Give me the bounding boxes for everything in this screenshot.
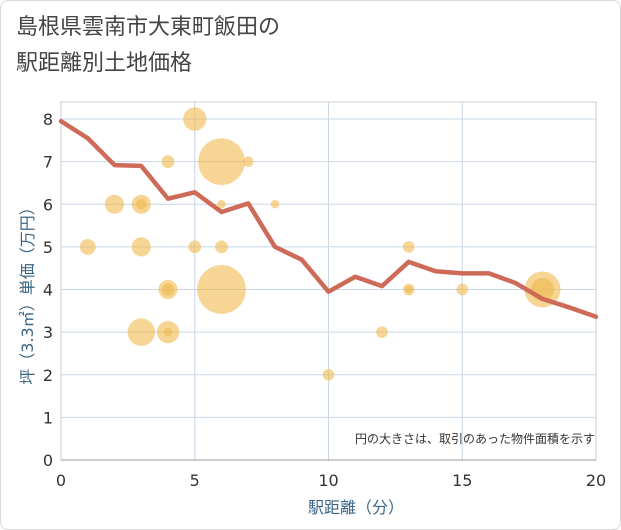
scatter-point bbox=[198, 138, 245, 185]
y-tick-label: 3 bbox=[43, 323, 53, 342]
y-tick-label: 4 bbox=[43, 281, 53, 300]
scatter-point bbox=[197, 265, 246, 314]
scatter-point bbox=[104, 194, 125, 214]
scatter-point bbox=[163, 327, 173, 337]
scatter-point bbox=[183, 107, 207, 131]
scatter-point bbox=[131, 237, 151, 257]
scatter-point bbox=[322, 368, 335, 381]
scatter-point bbox=[79, 238, 96, 255]
scatter-point bbox=[376, 326, 388, 338]
scatter-point bbox=[456, 283, 469, 296]
x-tick-label: 20 bbox=[586, 471, 606, 490]
y-axis-label: 坪（3.3㎡）単価（万円） bbox=[18, 199, 37, 384]
x-tick-label: 0 bbox=[56, 471, 66, 490]
scatter-point bbox=[188, 240, 202, 254]
x-axis-label: 駅距離（分） bbox=[308, 498, 404, 517]
trend-layer bbox=[58, 118, 599, 320]
x-tick-label: 15 bbox=[452, 471, 472, 490]
x-tick-label: 5 bbox=[190, 471, 200, 490]
scatter-point bbox=[242, 156, 254, 167]
scatter-point bbox=[402, 241, 415, 253]
scatter-point bbox=[161, 283, 175, 296]
scatter-point bbox=[217, 200, 226, 209]
scatter-point bbox=[215, 240, 228, 254]
tick-labels: 0 5 10 15 20 0 1 2 3 4 5 6 7 8 bbox=[43, 110, 606, 490]
y-tick-label: 7 bbox=[43, 153, 53, 172]
x-tick-label: 10 bbox=[318, 471, 338, 490]
y-tick-label: 0 bbox=[43, 451, 53, 470]
y-tick-label: 6 bbox=[43, 195, 53, 214]
y-tick-label: 5 bbox=[43, 238, 53, 257]
trend-line bbox=[58, 118, 599, 320]
scatter-point bbox=[270, 200, 280, 209]
y-tick-label: 8 bbox=[43, 110, 53, 129]
scatter-point bbox=[161, 155, 175, 169]
scatter-point bbox=[127, 318, 156, 346]
size-annotation: 円の大きさは、取引のあった物件面積を示す bbox=[355, 431, 595, 446]
scatter-point bbox=[405, 285, 413, 294]
bubble-layer bbox=[79, 107, 561, 381]
chart-title: 島根県雲南市大東町飯田の 駅距離別土地価格 bbox=[16, 15, 281, 76]
y-tick-label: 1 bbox=[43, 408, 53, 427]
y-tick-label: 2 bbox=[43, 366, 53, 385]
scatter-point bbox=[135, 198, 147, 210]
